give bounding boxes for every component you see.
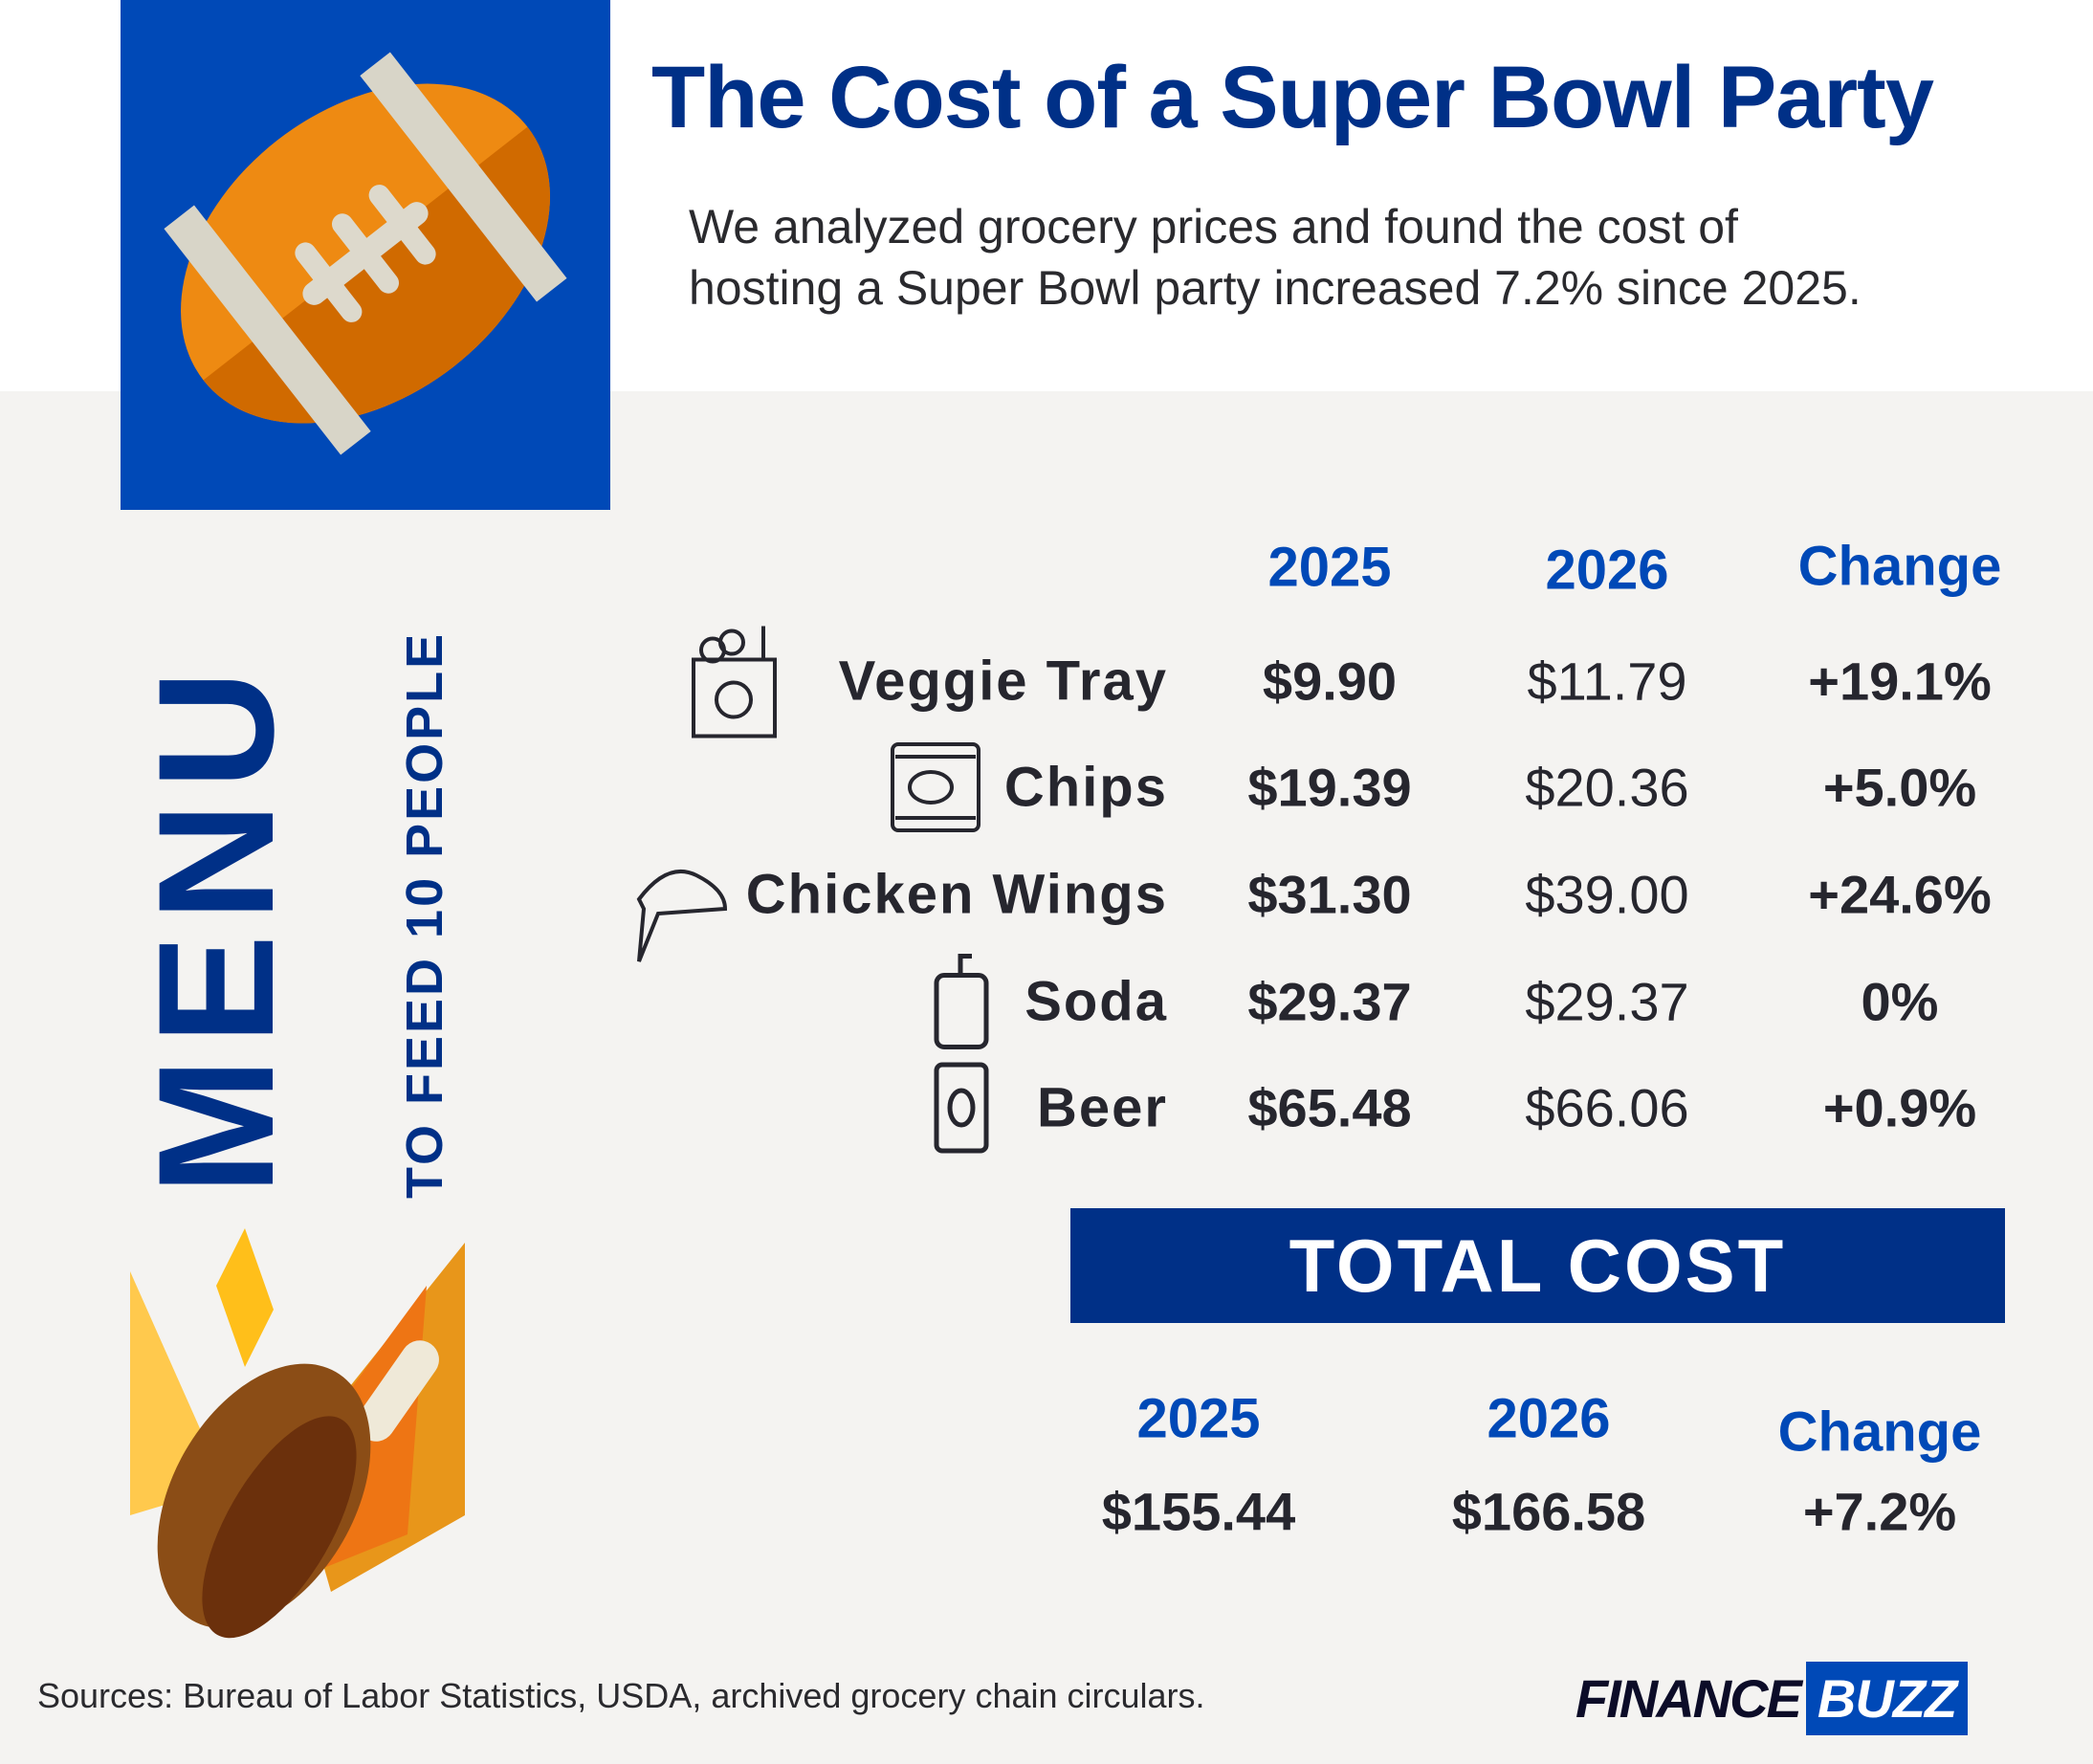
- change-value: +19.1%: [1808, 650, 1992, 712]
- table-row: Beer $65.48 $66.06 +0.9%: [0, 1060, 2093, 1156]
- price-2026: $39.00: [1525, 864, 1689, 925]
- chicken-wing-icon: [636, 870, 728, 962]
- subtitle-line: We analyzed grocery prices and found the…: [689, 200, 1738, 254]
- total-cost-banner: TOTAL COST: [1070, 1208, 2005, 1323]
- column-header-2026: 2026: [1545, 539, 1669, 602]
- total-2026: $166.58: [1451, 1481, 1646, 1542]
- page-title: The Cost of a Super Bowl Party: [651, 49, 1934, 146]
- change-value: +0.9%: [1822, 1077, 1977, 1138]
- column-header-change: Change: [1797, 535, 2002, 598]
- total-change: +7.2%: [1802, 1481, 1957, 1542]
- price-2026: $20.36: [1525, 757, 1689, 818]
- total-header-change: Change: [1777, 1400, 1982, 1464]
- financebuzz-logo: FINANCE BUZZ: [1575, 1662, 1969, 1735]
- total-header-2025: 2025: [1136, 1387, 1261, 1450]
- change-value: 0%: [1861, 971, 1939, 1032]
- football-icon: [164, 52, 567, 455]
- item-name: Chicken Wings: [745, 863, 1168, 926]
- total-2025: $155.44: [1101, 1481, 1296, 1542]
- price-2025: $31.30: [1247, 864, 1412, 925]
- item-name: Beer: [1037, 1076, 1168, 1139]
- column-header-2025: 2025: [1267, 536, 1392, 599]
- subtitle-line: hosting a Super Bowl party increased 7.2…: [689, 261, 1862, 315]
- table-row: Soda $29.37 $29.37 0%: [0, 954, 2093, 1049]
- veggie-bag-icon: [692, 626, 777, 739]
- table-row: Veggie Tray $9.90 $11.79 +19.1%: [0, 626, 2093, 739]
- football-panel: [121, 0, 610, 510]
- sources-note: Sources: Bureau of Labor Statistics, USD…: [37, 1676, 1205, 1715]
- price-2025: $19.39: [1247, 757, 1412, 818]
- chips-bag-icon: [891, 742, 980, 832]
- price-2025: $65.48: [1247, 1077, 1412, 1138]
- item-name: Chips: [1003, 756, 1168, 819]
- drumstick-icon: [130, 1228, 465, 1639]
- soda-cup-icon: [934, 954, 989, 1049]
- price-2025: $29.37: [1247, 971, 1412, 1032]
- table-row: Chicken Wings $31.30 $39.00 +24.6%: [0, 847, 2093, 962]
- subtitle: We analyzed grocery prices and found the…: [689, 196, 1862, 319]
- item-name: Veggie Tray: [838, 650, 1168, 713]
- change-value: +24.6%: [1808, 864, 1992, 925]
- beer-can-icon: [934, 1062, 989, 1154]
- table-row: Chips $19.39 $20.36 +5.0%: [0, 739, 2093, 835]
- logo-text-finance: FINANCE: [1575, 1668, 1802, 1729]
- change-value: +5.0%: [1822, 757, 1977, 818]
- logo-text-buzz: BUZZ: [1805, 1662, 1969, 1735]
- item-name: Soda: [1024, 970, 1168, 1033]
- price-2025: $9.90: [1262, 650, 1398, 712]
- total-header-2026: 2026: [1487, 1387, 1611, 1450]
- price-2026: $11.79: [1527, 650, 1687, 712]
- price-2026: $29.37: [1525, 971, 1689, 1032]
- price-2026: $66.06: [1525, 1077, 1689, 1138]
